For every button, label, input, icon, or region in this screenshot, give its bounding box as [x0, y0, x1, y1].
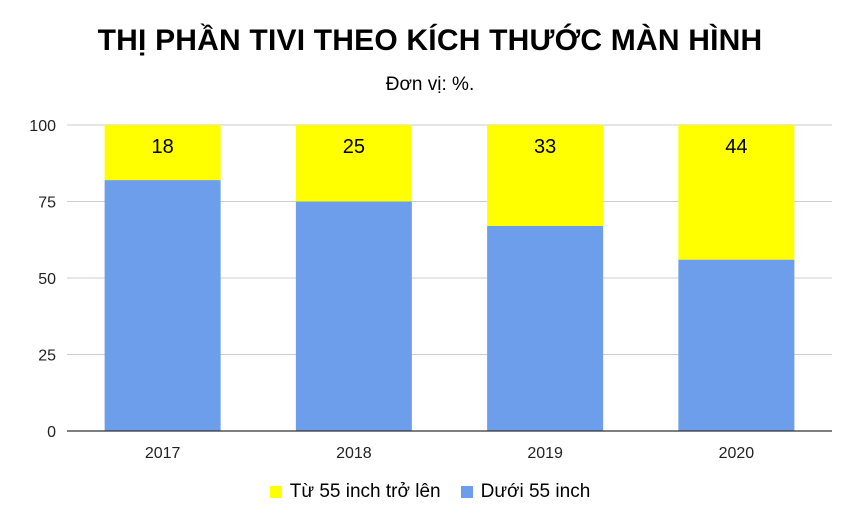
legend-item-under-55: Dưới 55 inch — [460, 481, 591, 503]
bar-under-55-2018 — [295, 201, 412, 431]
y-tick-label: 50 — [38, 271, 56, 288]
x-tick-label: 2018 — [336, 445, 372, 462]
y-tick-label: 25 — [38, 348, 56, 365]
legend-swatch-under-55 — [460, 486, 473, 498]
legend-label-under-55: Dưới 55 inch — [480, 481, 591, 502]
x-tick-label: 2020 — [719, 445, 755, 462]
x-tick-label: 2017 — [145, 445, 181, 462]
bar-over-55-2018 — [295, 125, 412, 202]
chart-title: THỊ PHẦN TIVI THEO KÍCH THƯỚC MÀN HÌNH — [97, 24, 763, 57]
bars: 18 25 33 44 — [104, 125, 795, 431]
data-label-2019: 33 — [534, 136, 556, 158]
bar-over-55-2019 — [487, 125, 604, 226]
y-tick-label: 100 — [29, 118, 56, 135]
bar-under-55-2020 — [678, 259, 795, 431]
bar-under-55-2017 — [104, 180, 221, 431]
data-label-2017: 18 — [152, 136, 174, 158]
bar-under-55-2019 — [487, 225, 604, 431]
legend-label-over-55: Từ 55 inch trở lên — [289, 481, 441, 502]
bar-over-55-2020 — [678, 125, 795, 260]
data-label-2020: 44 — [725, 136, 747, 158]
axes: 0 25 50 75 100 2017 2018 2019 2020 — [29, 118, 832, 462]
y-tick-label: 0 — [47, 424, 56, 441]
data-label-2018: 25 — [343, 136, 365, 158]
y-tick-label: 75 — [38, 195, 56, 212]
bar-over-55-2017 — [104, 125, 221, 181]
legend-swatch-over-55 — [269, 486, 282, 498]
legend: Từ 55 inch trở lên Dưới 55 inch — [0, 481, 860, 503]
stacked-bar-chart: 18 25 33 44 0 25 50 75 100 2017 2018 2019 2020 — [29, 118, 832, 462]
legend-item-over-55: Từ 55 inch trở lên — [269, 481, 441, 503]
chart-subtitle: Đơn vị: %. — [385, 74, 475, 95]
x-tick-label: 2019 — [527, 445, 563, 462]
